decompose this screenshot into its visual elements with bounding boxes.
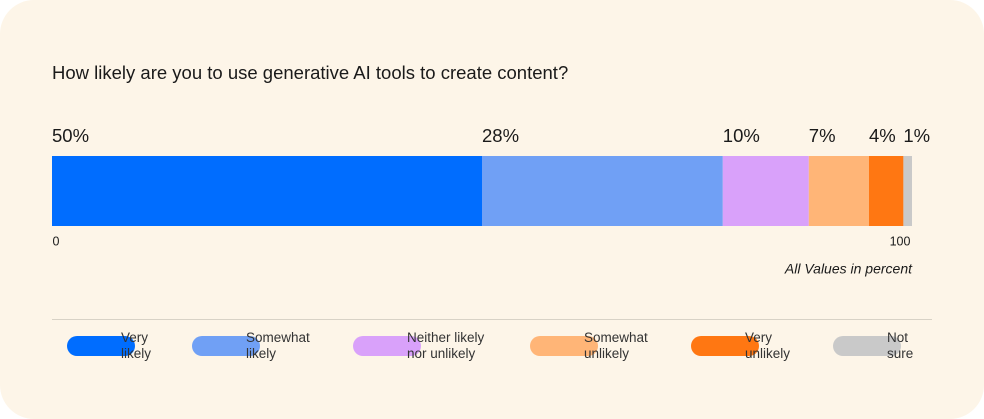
value-label: 7% [809, 125, 836, 146]
bar-segment [482, 156, 723, 226]
legend-label: Somewhat likely [246, 330, 310, 361]
value-label: 28% [482, 125, 519, 146]
value-label: 1% [903, 125, 930, 146]
legend-swatch [192, 336, 260, 356]
value-label: 10% [723, 125, 760, 146]
bar-segment [903, 156, 912, 226]
legend-label: Neither likely nor unlikely [407, 330, 485, 361]
value-label: 50% [52, 125, 89, 146]
note: All Values in percent [784, 261, 913, 277]
legend-label: Not sure [887, 330, 914, 361]
legend-swatch [67, 336, 135, 356]
bar-segment [869, 156, 904, 226]
legend-swatch [691, 336, 759, 356]
legend-label: Very unlikely [745, 330, 791, 361]
bar-segment [52, 156, 482, 226]
bar-segment [722, 156, 809, 226]
x-tick-label: 100 [890, 234, 911, 248]
value-label: 4% [869, 125, 896, 146]
x-tick-label: 0 [53, 234, 60, 248]
chart-title: How likely are you to use generative AI … [52, 62, 568, 83]
legend-swatch [353, 336, 421, 356]
legend-swatch [530, 336, 598, 356]
bar-segment [808, 156, 869, 226]
legend-label: Very likely [121, 330, 152, 361]
legend-label: Somewhat unlikely [584, 330, 648, 361]
legend-swatch [833, 336, 901, 356]
